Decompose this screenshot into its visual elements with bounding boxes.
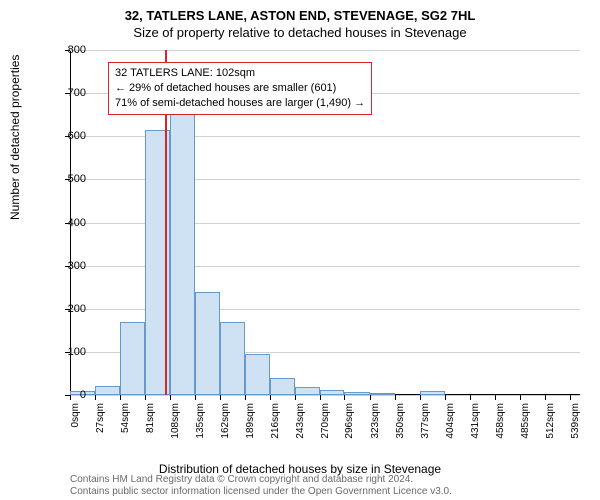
histogram-bar <box>245 354 270 395</box>
x-tick-label: 270sqm <box>320 403 331 439</box>
histogram-bar <box>320 390 344 395</box>
x-tick <box>370 395 371 400</box>
x-tick-label: 135sqm <box>195 403 206 439</box>
x-tick <box>520 395 521 400</box>
x-tick <box>445 395 446 400</box>
x-tick <box>245 395 246 400</box>
x-tick <box>195 395 196 400</box>
x-tick-label: 377sqm <box>420 403 431 439</box>
y-gridline <box>70 395 580 396</box>
x-tick <box>95 395 96 400</box>
x-tick <box>170 395 171 400</box>
histogram-bar <box>270 378 295 395</box>
histogram-bar <box>120 322 145 395</box>
y-tick-label: 600 <box>46 130 86 142</box>
x-tick-label: 485sqm <box>520 403 531 439</box>
x-tick <box>220 395 221 400</box>
y-tick-label: 800 <box>46 44 86 56</box>
x-tick <box>545 395 546 400</box>
chart-title-main: 32, TATLERS LANE, ASTON END, STEVENAGE, … <box>0 0 600 23</box>
y-tick-label: 0 <box>46 389 86 401</box>
y-tick-label: 100 <box>46 346 86 358</box>
histogram-bar <box>95 386 120 395</box>
chart-container: { "title_main": "32, TATLERS LANE, ASTON… <box>0 0 600 500</box>
histogram-bar <box>195 292 220 396</box>
histogram-bar <box>370 393 395 395</box>
annotation-line1: 32 TATLERS LANE: 102sqm <box>115 66 365 81</box>
histogram-bar <box>295 387 320 395</box>
attribution-line1: Contains HM Land Registry data © Crown c… <box>70 474 452 486</box>
x-tick-label: 404sqm <box>445 403 456 439</box>
y-tick-label: 300 <box>46 260 86 272</box>
annotation-line2: ← 29% of detached houses are smaller (60… <box>115 81 365 96</box>
histogram-bar <box>420 391 445 395</box>
x-tick-label: 216sqm <box>270 403 281 439</box>
histogram-bar <box>344 392 369 395</box>
y-gridline <box>70 50 580 51</box>
x-tick-label: 512sqm <box>545 403 556 439</box>
x-tick-label: 458sqm <box>495 403 506 439</box>
x-tick-label: 296sqm <box>344 403 355 439</box>
annotation-box: 32 TATLERS LANE: 102sqm← 29% of detached… <box>108 62 372 115</box>
x-tick <box>270 395 271 400</box>
y-tick-label: 700 <box>46 87 86 99</box>
histogram-bar <box>170 110 195 395</box>
x-tick <box>320 395 321 400</box>
attribution-text: Contains HM Land Registry data © Crown c… <box>70 474 452 497</box>
chart-title-sub: Size of property relative to detached ho… <box>0 23 600 40</box>
x-tick-label: 81sqm <box>145 403 156 433</box>
x-tick <box>470 395 471 400</box>
x-tick-label: 54sqm <box>120 403 131 433</box>
x-tick-label: 539sqm <box>570 403 581 439</box>
x-tick <box>570 395 571 400</box>
y-tick-label: 400 <box>46 217 86 229</box>
plot-area: 0sqm27sqm54sqm81sqm108sqm135sqm162sqm189… <box>70 50 580 395</box>
x-tick-label: 108sqm <box>170 403 181 439</box>
x-tick-label: 189sqm <box>245 403 256 439</box>
x-tick <box>145 395 146 400</box>
x-tick <box>420 395 421 400</box>
x-tick <box>120 395 121 400</box>
x-tick-label: 323sqm <box>370 403 381 439</box>
attribution-line2: Contains public sector information licen… <box>70 486 452 498</box>
x-tick <box>495 395 496 400</box>
histogram-bar <box>220 322 245 395</box>
y-tick-label: 500 <box>46 173 86 185</box>
x-tick-label: 243sqm <box>295 403 306 439</box>
x-tick-label: 0sqm <box>70 403 81 427</box>
x-tick-label: 27sqm <box>95 403 106 433</box>
y-axis-label: Number of detached properties <box>8 55 22 220</box>
x-tick-label: 431sqm <box>470 403 481 439</box>
x-tick-label: 162sqm <box>220 403 231 439</box>
y-tick-label: 200 <box>46 303 86 315</box>
x-tick <box>295 395 296 400</box>
x-tick <box>395 395 396 400</box>
x-tick <box>344 395 345 400</box>
annotation-line3: 71% of semi-detached houses are larger (… <box>115 96 365 111</box>
x-tick-label: 350sqm <box>395 403 406 439</box>
